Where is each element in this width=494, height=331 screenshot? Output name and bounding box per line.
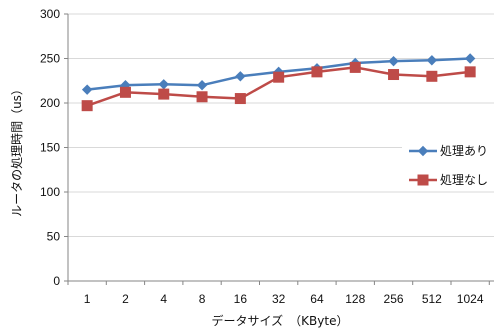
data-point — [81, 100, 93, 112]
data-point — [388, 69, 400, 81]
legend-marker — [417, 174, 429, 186]
data-point — [426, 70, 438, 82]
x-tick-label: 256 — [384, 292, 404, 306]
y-tick-labels: 0 50 100 150 200 250 300 — [40, 7, 60, 288]
y-tick-label: 0 — [53, 274, 60, 288]
data-point — [388, 55, 399, 67]
data-point — [196, 91, 208, 103]
data-point — [273, 71, 285, 83]
series-group — [81, 53, 476, 112]
x-tick-label: 2 — [122, 292, 129, 306]
data-point — [158, 79, 169, 90]
data-point — [464, 66, 476, 78]
data-point — [235, 71, 246, 82]
data-point — [158, 88, 170, 100]
data-point — [234, 93, 246, 105]
data-point — [311, 66, 323, 78]
x-tick-label: 128 — [345, 292, 365, 306]
legend-marker — [417, 145, 429, 157]
y-tick-label: 100 — [40, 185, 60, 199]
x-tick-label: 8 — [199, 292, 206, 306]
y-tick-label: 200 — [40, 96, 60, 110]
x-tick-labels: 1 2 4 8 16 32 64 128 256 512 1024 — [84, 292, 484, 306]
x-tick-label: 64 — [310, 292, 324, 306]
series-2 — [81, 61, 476, 112]
y-tick-label: 50 — [47, 230, 61, 244]
x-tick-label: 4 — [160, 292, 167, 306]
x-tick-label: 1 — [84, 292, 91, 306]
x-tick-label: 512 — [422, 292, 442, 306]
legend-item-1: 処理あり — [402, 140, 494, 162]
y-axis-title: ルータの処理時間（us） — [10, 83, 24, 217]
y-tick-label: 150 — [40, 141, 60, 155]
y-tick-label: 300 — [40, 7, 60, 21]
y-tick-label: 250 — [40, 52, 60, 66]
x-tick-label: 1024 — [457, 292, 484, 306]
x-axis-title: データサイズ （KByte） — [212, 313, 349, 328]
legend-background — [402, 140, 494, 162]
data-point — [119, 86, 131, 98]
legend-label: 処理なし — [440, 173, 488, 187]
gridlines — [68, 13, 494, 237]
axes — [64, 13, 494, 285]
data-point — [464, 53, 476, 64]
data-point — [81, 84, 93, 95]
data-point — [196, 79, 208, 91]
legend-item-2: 処理なし — [402, 169, 494, 191]
x-tick-label: 16 — [234, 292, 248, 306]
data-point — [349, 61, 361, 73]
data-point — [426, 55, 438, 66]
legend-label: 処理あり — [440, 144, 488, 158]
x-tick-label: 32 — [272, 292, 286, 306]
